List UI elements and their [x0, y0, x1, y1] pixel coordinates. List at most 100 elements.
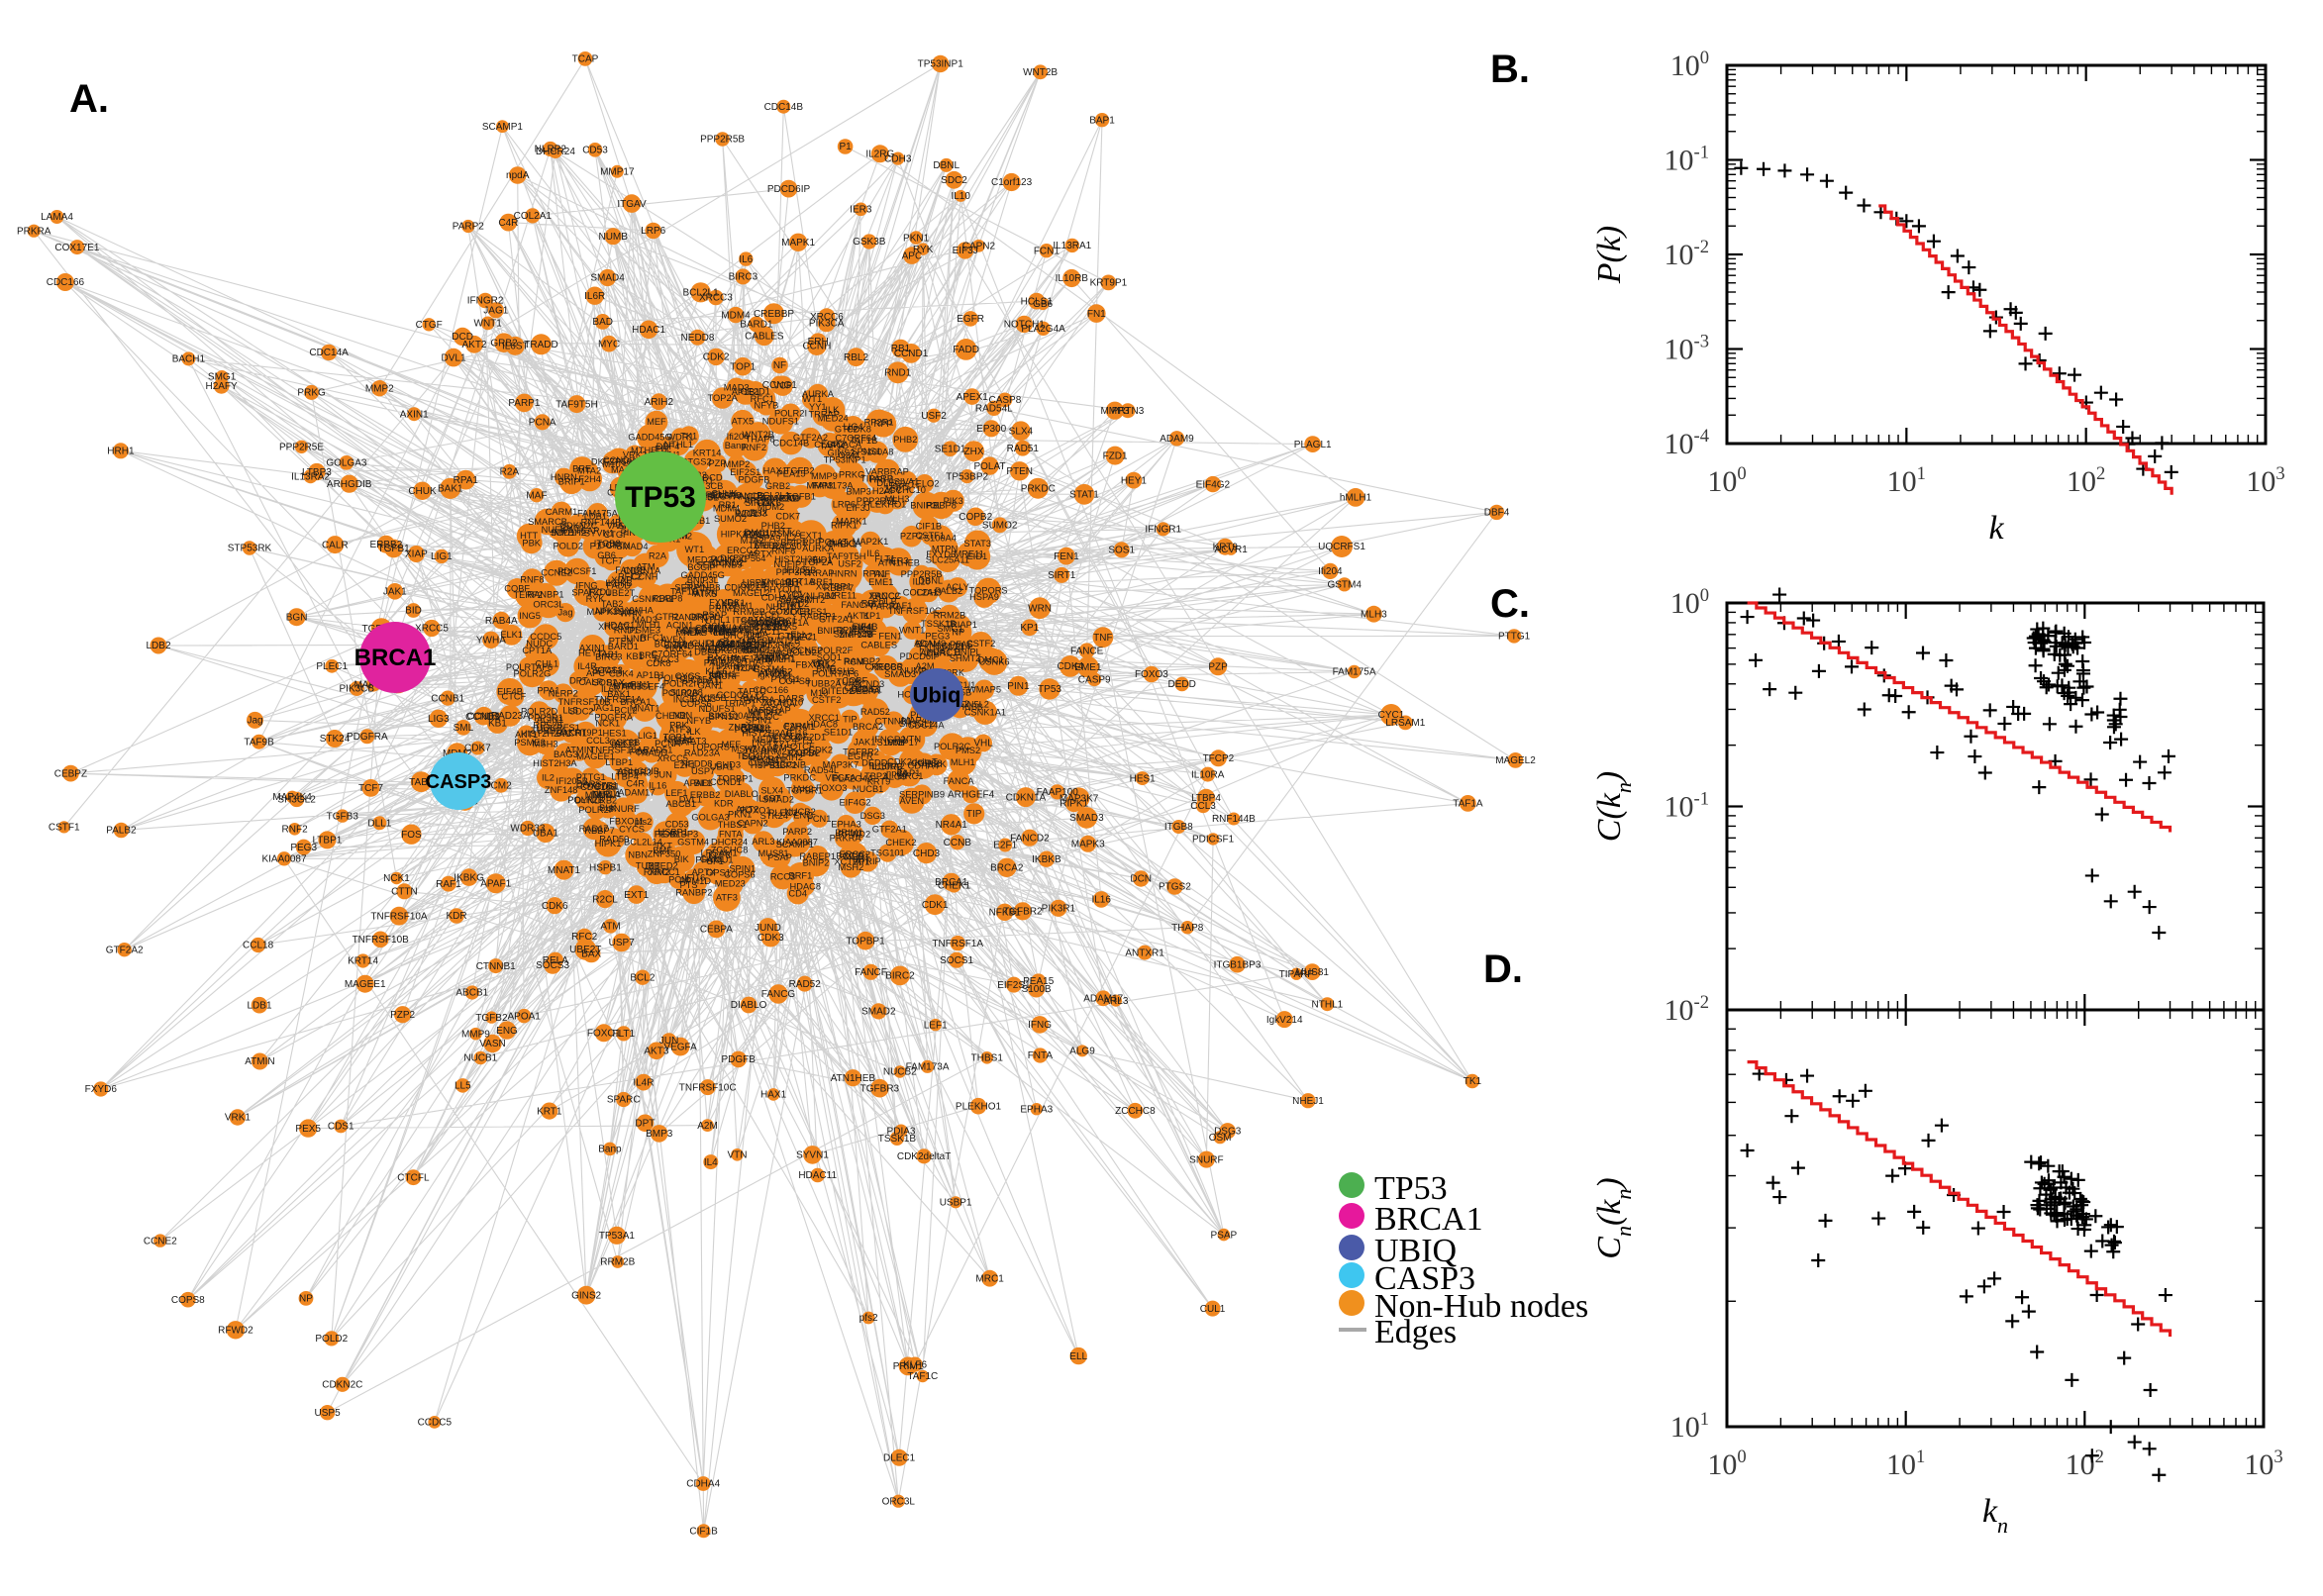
svg-text:SIRT1: SIRT1 [1048, 570, 1076, 581]
svg-text:BIRC3: BIRC3 [729, 272, 758, 283]
svg-text:RANBP2: RANBP2 [675, 888, 712, 898]
svg-text:LEF1: LEF1 [924, 1020, 948, 1031]
svg-text:PCNA: PCNA [529, 418, 556, 429]
svg-text:VRK1: VRK1 [225, 1113, 252, 1124]
svg-text:CTNNB1: CTNNB1 [476, 961, 516, 972]
svg-text:DLEC1: DLEC1 [787, 633, 817, 643]
svg-text:HRH1: HRH1 [107, 447, 135, 457]
svg-text:IL4R: IL4R [633, 1077, 654, 1088]
svg-text:JAG1: JAG1 [483, 306, 508, 317]
svg-text:SMAD4: SMAD4 [590, 273, 625, 284]
svg-text:CDHA4: CDHA4 [686, 1479, 720, 1490]
svg-text:NR4A1: NR4A1 [936, 820, 968, 831]
svg-text:FOXO3: FOXO3 [1135, 669, 1168, 680]
svg-text:CHEK1: CHEK1 [938, 881, 971, 892]
svg-text:CCNG1: CCNG1 [762, 380, 797, 391]
svg-text:FANCC: FANCC [870, 591, 902, 601]
svg-text:KRT14: KRT14 [348, 956, 378, 967]
svg-text:AKT3: AKT3 [644, 1047, 668, 1057]
svg-text:CDK6: CDK6 [542, 901, 568, 912]
svg-text:VTN: VTN [728, 1150, 748, 1161]
svg-text:PEX5: PEX5 [295, 1124, 321, 1135]
svg-text:ATX5: ATX5 [732, 417, 755, 427]
svg-text:TCF7: TCF7 [358, 783, 383, 794]
svg-text:FAM173A: FAM173A [906, 1062, 950, 1073]
svg-text:10-3: 10-3 [1665, 332, 1710, 366]
svg-text:NP: NP [299, 1294, 313, 1305]
svg-text:DSG3: DSG3 [860, 811, 885, 821]
svg-text:FZD1: FZD1 [1103, 450, 1128, 461]
svg-text:NEDD8: NEDD8 [681, 333, 715, 344]
svg-text:UQCRFS1: UQCRFS1 [1318, 542, 1365, 552]
svg-text:POLR2B: POLR2B [567, 795, 604, 805]
svg-text:DIABLO: DIABLO [725, 789, 758, 799]
svg-text:VHL: VHL [973, 739, 993, 749]
svg-text:NUCB1: NUCB1 [463, 1053, 497, 1064]
svg-text:GRB2: GRB2 [490, 338, 518, 349]
svg-text:THAP8: THAP8 [1171, 923, 1204, 934]
svg-text:HNRN: HNRN [551, 472, 577, 482]
svg-text:BCL2L14: BCL2L14 [624, 837, 662, 847]
svg-text:SMARCB: SMARCB [528, 517, 567, 527]
svg-text:HIPK1: HIPK1 [721, 530, 748, 540]
svg-text:FANCD2: FANCD2 [1010, 833, 1050, 844]
svg-text:TAF1C: TAF1C [907, 1371, 938, 1382]
svg-text:GE2D1: GE2D1 [796, 733, 827, 743]
svg-text:R2CL: R2CL [592, 894, 618, 905]
svg-text:CCND1: CCND1 [710, 777, 742, 787]
svg-text:BRCA1: BRCA1 [354, 645, 437, 671]
svg-text:ATF3: ATF3 [716, 893, 738, 903]
svg-text:CABLES: CABLES [860, 641, 897, 650]
svg-text:CCL18: CCL18 [243, 941, 274, 951]
svg-text:MAP3K7: MAP3K7 [823, 760, 859, 770]
svg-text:CTGF: CTGF [416, 320, 443, 331]
svg-text:NBN: NBN [628, 850, 648, 860]
svg-text:TNFRSF10C: TNFRSF10C [679, 1082, 737, 1093]
svg-text:KIAA0087: KIAA0087 [261, 854, 306, 865]
svg-text:RAD52: RAD52 [789, 979, 822, 990]
svg-text:PDICSF1: PDICSF1 [1192, 835, 1235, 846]
svg-text:PDGFRA: PDGFRA [347, 732, 388, 743]
svg-text:CCNE2: CCNE2 [541, 568, 572, 578]
svg-text:HES1: HES1 [1130, 773, 1157, 784]
svg-text:NCK1: NCK1 [595, 718, 620, 728]
svg-text:ARL3: ARL3 [752, 837, 774, 847]
svg-text:TNFRSF10A: TNFRSF10A [370, 911, 428, 922]
svg-text:RBL2: RBL2 [844, 352, 868, 363]
svg-text:S100B: S100B [1022, 984, 1052, 995]
svg-text:ING5: ING5 [673, 695, 695, 705]
svg-text:CDH3: CDH3 [884, 153, 912, 164]
svg-text:CEBPA: CEBPA [700, 925, 733, 936]
svg-text:SERPINB9: SERPINB9 [899, 790, 945, 800]
svg-text:FOXO3: FOXO3 [816, 783, 848, 793]
svg-text:BRCA2: BRCA2 [990, 863, 1024, 874]
svg-text:ABCB1: ABCB1 [455, 988, 488, 999]
svg-text:ERBB2: ERBB2 [370, 540, 403, 550]
svg-text:BAP1: BAP1 [1089, 115, 1115, 126]
svg-text:EIF4B: EIF4B [497, 687, 523, 697]
svg-text:PARP2: PARP2 [453, 222, 484, 233]
svg-text:ELL: ELL [1069, 1351, 1087, 1362]
svg-text:ENG: ENG [496, 1026, 518, 1037]
svg-text:ZHX: ZHX [964, 447, 984, 457]
svg-text:CCND1: CCND1 [894, 349, 929, 359]
svg-text:LDB1: LDB1 [247, 1000, 271, 1011]
svg-text:FANCA: FANCA [944, 776, 975, 786]
svg-text:TOPORS: TOPORS [969, 586, 1008, 596]
svg-text:TK1: TK1 [1464, 1076, 1482, 1087]
svg-text:LEF1: LEF1 [665, 788, 687, 798]
svg-text:RND1: RND1 [884, 368, 912, 379]
svg-text:KDR: KDR [446, 911, 466, 922]
svg-text:HAX1: HAX1 [760, 1090, 787, 1101]
svg-text:DARS: DARS [778, 694, 804, 704]
svg-text:AURKA: AURKA [802, 389, 835, 399]
svg-text:MED23: MED23 [715, 879, 746, 889]
svg-text:10-2: 10-2 [1665, 992, 1710, 1027]
svg-text:WNT2B: WNT2B [742, 430, 774, 440]
svg-text:PIK3: PIK3 [944, 496, 963, 506]
svg-text:CAPN2: CAPN2 [962, 242, 996, 252]
svg-text:SPARC: SPARC [607, 1095, 641, 1106]
svg-text:ZNF350: ZNF350 [648, 848, 681, 858]
svg-text:GB6: GB6 [1033, 299, 1053, 310]
svg-text:TAF9B: TAF9B [244, 737, 274, 748]
